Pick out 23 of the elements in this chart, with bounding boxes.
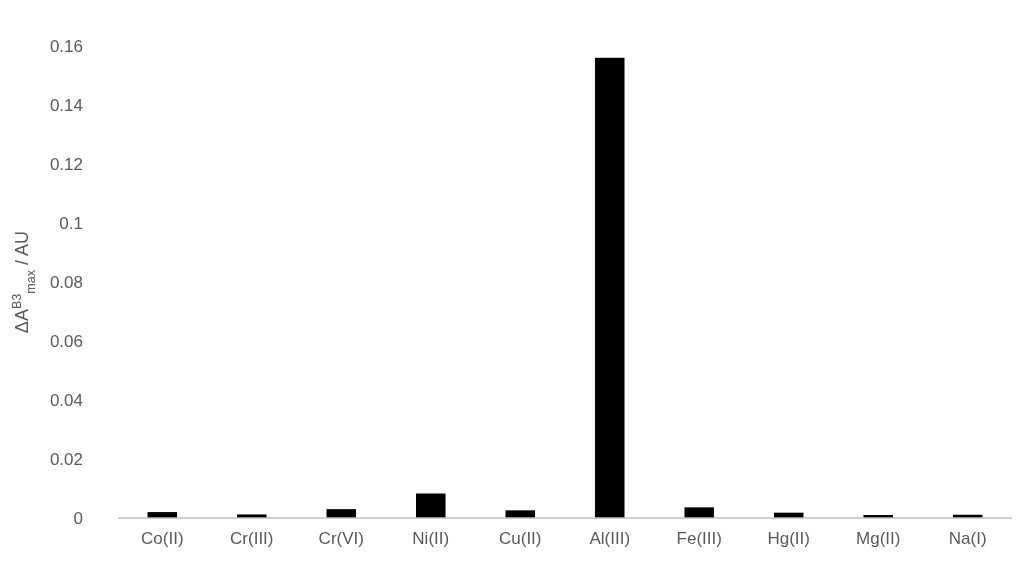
bar xyxy=(416,493,446,518)
y-tick-label: 0.06 xyxy=(49,331,83,351)
y-tick-label: 0.04 xyxy=(49,390,83,410)
y-tick-label: 0.02 xyxy=(49,449,83,469)
y-tick-label: 0.16 xyxy=(49,36,83,56)
x-tick-label: Ni(II) xyxy=(412,529,450,548)
bar xyxy=(684,507,714,518)
x-tick-label: Cr(III) xyxy=(230,529,274,548)
x-tick-label: Co(II) xyxy=(141,529,184,548)
y-tick-label: 0 xyxy=(73,508,83,528)
x-tick-label: Al(III) xyxy=(589,529,631,548)
x-tick-label: Mg(II) xyxy=(856,529,901,548)
bar xyxy=(505,510,536,518)
x-tick-label: Hg(II) xyxy=(767,529,810,548)
x-tick-label: Fe(III) xyxy=(676,529,722,548)
y-tick-label: 0.12 xyxy=(49,154,83,174)
x-tick-label: Na(I) xyxy=(948,529,987,548)
x-tick-label: Cr(VI) xyxy=(318,529,364,548)
y-tick-label: 0.14 xyxy=(49,95,83,115)
y-tick-label: 0.08 xyxy=(49,272,83,292)
x-tick-label: Cu(II) xyxy=(499,529,542,548)
bar xyxy=(594,57,625,518)
y-tick-label: 0.1 xyxy=(59,213,83,233)
